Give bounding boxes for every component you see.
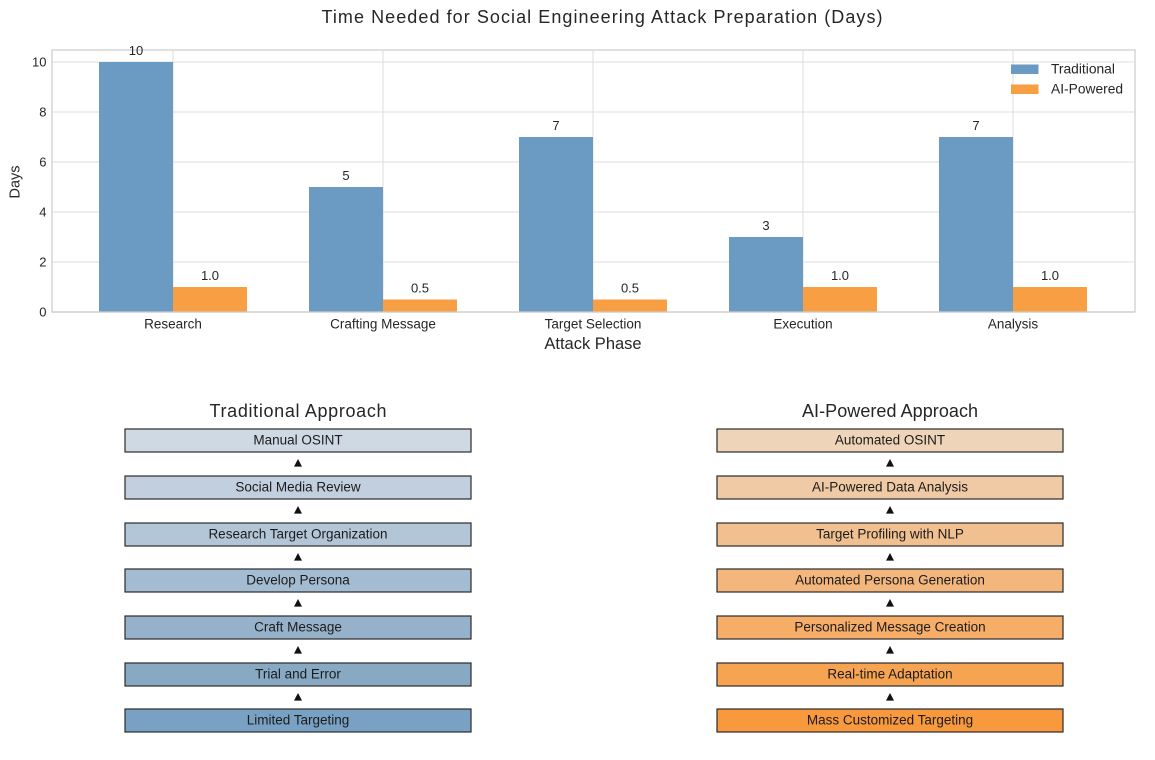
svg-text:Real-time Adaptation: Real-time Adaptation <box>827 666 952 681</box>
svg-text:Time Needed for Social Enginee: Time Needed for Social Engineering Attac… <box>322 7 883 27</box>
svg-text:Target Profiling with NLP: Target Profiling with NLP <box>816 526 964 541</box>
svg-text:4: 4 <box>39 205 46 220</box>
svg-text:7: 7 <box>972 118 979 133</box>
svg-text:Traditional: Traditional <box>1051 62 1115 77</box>
svg-text:1.0: 1.0 <box>201 268 219 283</box>
svg-text:Research Target Organization: Research Target Organization <box>208 526 387 541</box>
svg-text:0: 0 <box>39 305 46 320</box>
svg-text:Social Media Review: Social Media Review <box>235 479 361 494</box>
svg-text:Attack Phase: Attack Phase <box>544 335 641 353</box>
svg-text:Automated OSINT: Automated OSINT <box>835 432 945 447</box>
svg-text:3: 3 <box>762 218 769 233</box>
svg-text:7: 7 <box>552 118 559 133</box>
svg-text:Craft Message: Craft Message <box>254 619 342 634</box>
svg-text:Personalized Message Creation: Personalized Message Creation <box>794 619 985 634</box>
svg-text:Analysis: Analysis <box>988 317 1039 332</box>
svg-text:AI-Powered: AI-Powered <box>1051 82 1123 97</box>
svg-text:Execution: Execution <box>773 317 832 332</box>
svg-text:1.0: 1.0 <box>831 268 849 283</box>
svg-text:Traditional Approach: Traditional Approach <box>210 401 387 421</box>
svg-text:Trial and Error: Trial and Error <box>255 666 341 681</box>
svg-text:Mass Customized Targeting: Mass Customized Targeting <box>807 712 973 727</box>
svg-text:10: 10 <box>32 55 46 70</box>
svg-text:Limited Targeting: Limited Targeting <box>247 712 350 727</box>
svg-text:0.5: 0.5 <box>621 281 639 296</box>
svg-text:1.0: 1.0 <box>1041 268 1059 283</box>
svg-text:AI-Powered Data Analysis: AI-Powered Data Analysis <box>812 479 968 494</box>
svg-text:6: 6 <box>39 155 46 170</box>
svg-text:5: 5 <box>342 168 349 183</box>
svg-text:Target Selection: Target Selection <box>545 317 642 332</box>
svg-text:10: 10 <box>129 43 143 58</box>
svg-text:Research: Research <box>144 317 202 332</box>
svg-text:2: 2 <box>39 255 46 270</box>
svg-text:Crafting Message: Crafting Message <box>330 317 436 332</box>
svg-text:0.5: 0.5 <box>411 281 429 296</box>
svg-text:8: 8 <box>39 105 46 120</box>
svg-text:Automated Persona Generation: Automated Persona Generation <box>795 572 985 587</box>
svg-text:AI-Powered Approach: AI-Powered Approach <box>802 401 978 421</box>
svg-text:Manual OSINT: Manual OSINT <box>253 432 342 447</box>
svg-text:Develop Persona: Develop Persona <box>246 572 350 587</box>
svg-text:Days: Days <box>8 165 24 198</box>
